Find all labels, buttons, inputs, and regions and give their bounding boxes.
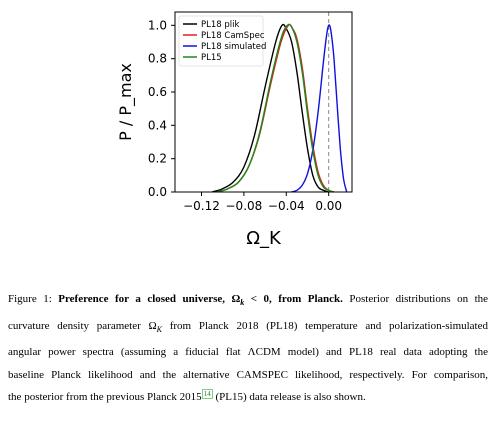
plot-frame [174, 11, 353, 193]
y-tick-label-1: 0.2 [148, 152, 167, 166]
x-tick-label-1: −0.08 [226, 199, 263, 213]
citation-link[interactable]: 14 [201, 388, 213, 399]
caption-bold-text: Preference for a closed universe, Ω [58, 293, 241, 305]
caption-line-1: Figure 1: Preference for a closed univer… [8, 288, 488, 315]
caption-line5-a: the posterior from the previous Planck 2… [8, 391, 202, 404]
legend-label-1: PL18 CamSpec [201, 31, 265, 41]
x-tick-label-3: 0.00 [315, 199, 342, 213]
x-axis-label: Ω_K [246, 228, 282, 249]
series-line-3 [217, 23, 334, 193]
x-tick-label-2: −0.04 [268, 199, 305, 213]
y-tick-label-3: 0.6 [148, 85, 167, 99]
caption-bold-rest: < 0, from Planck. [244, 293, 343, 305]
legend-box [178, 15, 264, 67]
caption-line2-text: curvature density parameter Ω [8, 319, 157, 332]
legend-label-3: PL15 [201, 53, 222, 63]
caption-line-2: curvature density parameter ΩK from Plan… [8, 315, 488, 342]
posterior-chart: −0.12 −0.08 −0.04 0.00 0.0 0.2 0.4 0.6 0.8 1.0 Ω_K… [116, 11, 353, 249]
caption-line1-rest: Posterior distributions on the [342, 293, 489, 305]
posterior-figure: −0.12 −0.08 −0.04 0.00 0.0 0.2 0.4 0.6 0.8 1.0 Ω_K… [116, 11, 353, 249]
y-tick-label-5: 1.0 [148, 18, 167, 32]
caption-prefix: Figure 1: [8, 293, 59, 305]
y-axis-label: P / P_max [116, 63, 136, 141]
caption-line2-rest: from Planck 2018 (PL18) temperature and … [162, 319, 488, 332]
caption-line2-sub: K [156, 324, 162, 334]
caption-line-3: angular power spectra (assuming a fiduci… [8, 346, 488, 359]
caption-line-4: baseline Planck likelihood and the alter… [8, 368, 488, 381]
caption-line-5: the posterior from the previous Planck 2… [8, 386, 488, 409]
legend-label-0: PL18 plik [201, 20, 239, 30]
caption-bold: Preference for a closed universe, Ωk < 0… [58, 293, 343, 308]
y-tick-label-0: 0.0 [148, 185, 167, 199]
caption-line5-b: (PL15) data release is also shown. [212, 391, 366, 404]
y-tick-label-2: 0.4 [148, 118, 167, 132]
y-tick-label-4: 0.8 [148, 52, 167, 66]
x-tick-label-0: −0.12 [183, 199, 220, 213]
series-line-2 [291, 24, 348, 193]
caption-bold-sub: k [240, 298, 245, 308]
legend-label-2: PL18 simulated [201, 42, 266, 52]
figure-caption: Figure 1: Preference for a closed univer… [8, 288, 488, 409]
